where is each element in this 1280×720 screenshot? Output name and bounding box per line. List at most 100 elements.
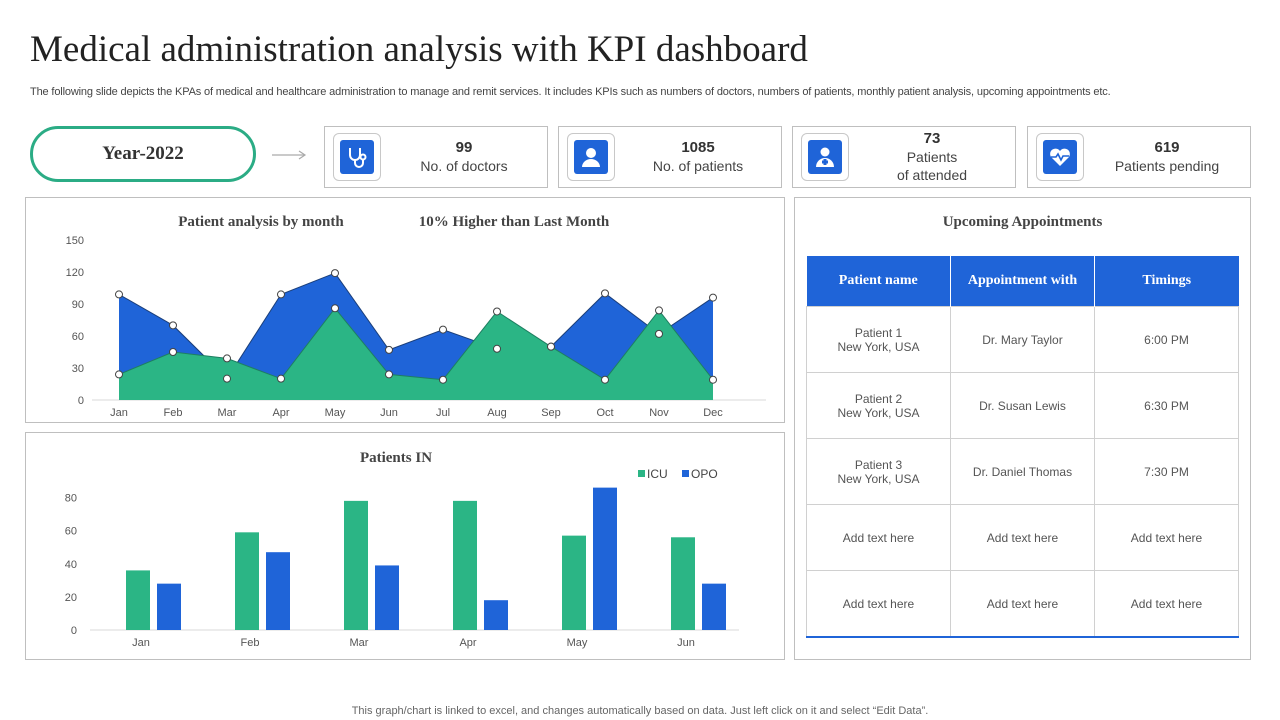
table-cell: Dr. Mary Taylor xyxy=(950,306,1095,373)
table-row: Patient 3 New York, USA Dr. Daniel Thoma… xyxy=(806,438,1239,505)
y-tick-label: 0 xyxy=(71,625,77,637)
table-cell[interactable]: Add text here xyxy=(806,570,951,638)
y-tick-label: 60 xyxy=(65,526,77,538)
data-point-series-2 xyxy=(547,342,555,351)
area-chart[interactable]: Patient analysis by month 10% Higher than… xyxy=(26,198,786,424)
bar-chart[interactable]: Patients IN ICU OPO 0 20 40 60 80 Jan Feb Mar Apr Ma… xyxy=(26,433,786,661)
data-point-series-2 xyxy=(439,375,447,384)
bar-icu xyxy=(126,570,150,630)
year-selector[interactable]: Year-2022 xyxy=(30,126,256,182)
data-point-series-1 xyxy=(115,290,123,299)
table-row: Add text here Add text here Add text her… xyxy=(806,570,1239,638)
x-tick-label: Apr xyxy=(272,407,289,419)
y-tick-label: 120 xyxy=(66,267,84,279)
series-line-2 xyxy=(118,307,714,381)
kpi-value: 619 xyxy=(1154,139,1180,156)
bar-opo xyxy=(266,552,290,630)
table-cell[interactable]: Add text here xyxy=(1094,570,1239,638)
y-tick-label: 90 xyxy=(72,299,84,311)
data-point-series-1 xyxy=(277,290,285,299)
bar-opo xyxy=(484,600,508,630)
kpi-text: 73 Patients of attended xyxy=(855,127,1009,187)
table-header-row: Patient name Appointment with Timings xyxy=(806,256,1239,307)
table-cell: 6:00 PM xyxy=(1094,306,1239,373)
kpi-icon-frame xyxy=(1036,133,1084,181)
footer-note: This graph/chart is linked to excel, and… xyxy=(351,705,929,717)
x-tick-label: Feb xyxy=(241,637,260,649)
y-tick-label: 40 xyxy=(65,559,77,571)
kpi-text: 99 No. of doctors xyxy=(387,127,541,187)
bar-icu xyxy=(453,500,477,630)
kpi-text: 619 Patients pending xyxy=(1090,127,1244,187)
kpi-card-pending: 619 Patients pending xyxy=(1027,126,1251,188)
data-point-series-1 xyxy=(223,374,231,383)
kpi-label: No. of patients xyxy=(652,158,744,174)
x-tick-label: Aug xyxy=(487,407,507,419)
page-title: Medical administration analysis with KPI… xyxy=(30,29,808,70)
kpi-label: No. of doctors xyxy=(420,158,508,174)
x-tick-label: Jan xyxy=(132,637,150,649)
data-point-series-2 xyxy=(223,354,231,363)
column-header: Timings xyxy=(1094,256,1239,307)
bar-icu xyxy=(562,535,586,630)
kpi-icon-frame xyxy=(567,133,615,181)
data-point-series-2 xyxy=(385,370,393,379)
kpi-value: 1085 xyxy=(681,139,715,156)
data-point-series-1 xyxy=(601,289,609,298)
x-tick-label: Jun xyxy=(677,637,695,649)
page-subtitle: The following slide depicts the KPAs of … xyxy=(30,86,1111,98)
table-cell[interactable]: Add text here xyxy=(950,504,1095,571)
bar-opo xyxy=(593,487,617,630)
bar-icu xyxy=(235,532,259,630)
kpi-label: Patients pending xyxy=(1114,158,1220,174)
legend-label-opo: OPO xyxy=(691,467,718,481)
legend-swatch-opo xyxy=(682,470,689,477)
x-tick-label: Jul xyxy=(436,407,450,419)
x-tick-label: May xyxy=(325,407,346,419)
kpi-card-attended: 73 Patients of attended xyxy=(792,126,1016,188)
table-cell: Dr. Daniel Thomas xyxy=(950,438,1095,505)
data-point-series-1 xyxy=(385,345,393,354)
bar-icu xyxy=(671,537,695,630)
bar-icu xyxy=(344,500,368,630)
appointments-table: Patient name Appointment with Timings Pa… xyxy=(806,256,1239,638)
y-tick-label: 80 xyxy=(65,493,77,505)
bar-opo xyxy=(702,583,726,630)
kpi-card-doctors: 99 No. of doctors xyxy=(324,126,548,188)
data-point-series-1 xyxy=(439,325,447,334)
data-point-series-1 xyxy=(709,293,717,302)
user-icon xyxy=(574,140,608,174)
data-point-series-2 xyxy=(277,374,285,383)
bar-opo xyxy=(375,565,399,630)
chart-title: Patient analysis by month xyxy=(178,214,344,230)
table-cell[interactable]: Add text here xyxy=(1094,504,1239,571)
x-tick-label: Dec xyxy=(703,407,723,419)
chart-annotation: 10% Higher than Last Month xyxy=(419,214,610,230)
stethoscope-icon xyxy=(340,140,374,174)
x-tick-label: Feb xyxy=(164,407,183,419)
kpi-card-patients: 1085 No. of patients xyxy=(558,126,782,188)
x-tick-label: Jan xyxy=(110,407,128,419)
data-point-series-1 xyxy=(493,344,501,353)
y-tick-label: 20 xyxy=(65,592,77,604)
kpi-icon-frame xyxy=(801,133,849,181)
table-cell[interactable]: Add text here xyxy=(950,570,1095,638)
table-cell: Dr. Susan Lewis xyxy=(950,372,1095,439)
data-point-series-2 xyxy=(169,348,177,356)
kpi-value: 73 xyxy=(923,130,941,147)
patient-analysis-panel: Patient analysis by month 10% Higher than… xyxy=(25,197,785,423)
appointments-panel: Upcoming Appointments Patient name Appoi… xyxy=(794,197,1251,660)
data-point-series-2 xyxy=(655,306,663,315)
x-tick-label: Apr xyxy=(459,637,476,649)
column-header: Patient name xyxy=(806,256,951,307)
kpi-text: 1085 No. of patients xyxy=(621,127,775,187)
bar-opo xyxy=(157,583,181,630)
kpi-value: 99 xyxy=(455,139,473,156)
x-tick-label: Jun xyxy=(380,407,398,419)
table-cell[interactable]: Add text here xyxy=(806,504,951,571)
heart-pulse-icon xyxy=(1043,140,1077,174)
table-cell: Patient 1 New York, USA xyxy=(806,306,951,373)
patients-in-panel: Patients IN ICU OPO 0 20 40 60 80 Jan Feb Mar Apr Ma… xyxy=(25,432,785,660)
table-row: Patient 1 New York, USA Dr. Mary Taylor … xyxy=(806,306,1239,373)
x-tick-label: Mar xyxy=(350,637,369,649)
